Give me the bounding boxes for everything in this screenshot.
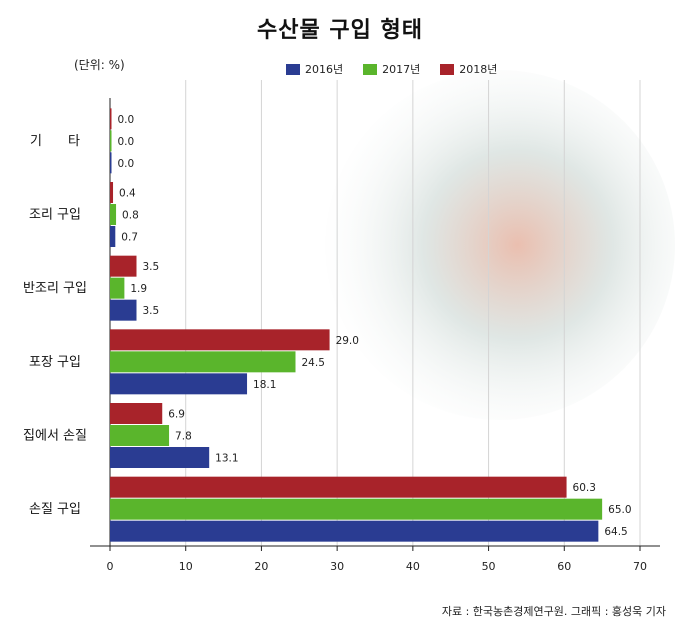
unit-label: (단위: %) [74, 58, 125, 72]
bar-2016년 [110, 447, 210, 468]
bar-2017년 [110, 277, 125, 299]
category-label: 손질 구입 [29, 502, 81, 517]
bar-2016년 [110, 373, 248, 395]
bar-2018년 [110, 476, 567, 498]
data-label: 6.9 [168, 409, 185, 421]
legend-item: 2016년 [286, 61, 343, 77]
category-label: 기 타 [30, 134, 80, 149]
data-label: 0.0 [118, 114, 135, 126]
legend-item: 2017년 [363, 61, 420, 77]
data-label: 0.7 [121, 232, 138, 244]
source-credit: 자료 : 한국농촌경제연구원. 그래픽 : 홍성욱 기자 [441, 605, 666, 618]
category-label: 포장 구입 [29, 355, 81, 370]
data-label: 13.1 [215, 453, 238, 465]
bar-2016년 [110, 226, 116, 247]
seafood-photo [325, 70, 675, 420]
bar-2018년 [110, 108, 112, 130]
chart-title: 수산물 구입 형태 [257, 18, 423, 43]
x-tick-label: 10 [179, 560, 193, 573]
data-label: 0.0 [118, 136, 135, 148]
legend-swatch [286, 63, 300, 75]
x-tick-label: 70 [633, 560, 647, 573]
bar-2017년 [110, 204, 117, 225]
bar-2017년 [110, 351, 296, 373]
data-label: 60.3 [573, 482, 596, 494]
x-tick-label: 30 [330, 560, 344, 573]
x-tick-label: 40 [406, 560, 420, 573]
legend-swatch [440, 63, 455, 75]
data-label: 29.0 [336, 335, 359, 347]
x-tick-label: 50 [482, 560, 496, 573]
x-tick-label: 60 [557, 560, 571, 573]
legend-swatch [363, 63, 378, 75]
category-label: 조리 구입 [29, 208, 81, 223]
legend-label: 2017년 [382, 63, 421, 76]
category-label: 반조리 구입 [23, 281, 87, 296]
data-label: 24.5 [302, 357, 325, 369]
bar-2018년 [110, 255, 137, 277]
data-label: 1.9 [130, 283, 147, 295]
bar-2018년 [110, 329, 330, 351]
data-label: 64.5 [604, 526, 627, 538]
data-label: 0.8 [122, 210, 139, 222]
data-label: 0.4 [119, 188, 136, 200]
data-label: 3.5 [143, 305, 160, 317]
bar-2017년 [110, 498, 603, 520]
bar-2017년 [110, 425, 170, 446]
x-tick-label: 20 [254, 560, 268, 573]
bar-2016년 [110, 152, 112, 174]
bar-2018년 [110, 182, 114, 203]
bar-2017년 [110, 130, 112, 152]
legend-label: 2016년 [305, 63, 344, 76]
data-label: 65.0 [608, 504, 631, 516]
data-label: 3.5 [143, 261, 160, 273]
legend: 2016년 2017년 2018년 [286, 61, 497, 77]
data-label: 7.8 [175, 431, 192, 443]
x-tick-label: 0 [107, 560, 114, 573]
bar-2016년 [110, 520, 599, 542]
category-label: 집에서 손질 [23, 429, 87, 444]
data-label: 18.1 [253, 379, 276, 391]
bar-2018년 [110, 403, 163, 424]
bar-2016년 [110, 299, 137, 321]
data-label: 0.0 [118, 158, 135, 170]
